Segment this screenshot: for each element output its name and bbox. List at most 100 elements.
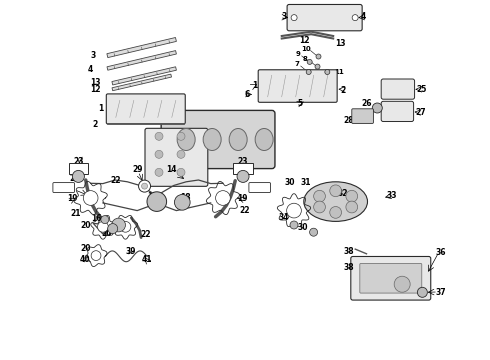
Text: 41: 41	[142, 256, 152, 264]
Circle shape	[112, 218, 125, 232]
Circle shape	[237, 170, 249, 183]
FancyBboxPatch shape	[233, 163, 253, 174]
Circle shape	[394, 276, 410, 292]
Text: 24: 24	[259, 184, 270, 193]
Text: 15: 15	[147, 192, 157, 201]
Text: 22: 22	[141, 230, 151, 239]
Circle shape	[142, 183, 147, 189]
FancyBboxPatch shape	[381, 101, 414, 122]
Text: 1: 1	[98, 104, 103, 113]
FancyBboxPatch shape	[287, 4, 362, 31]
Circle shape	[120, 221, 131, 232]
Circle shape	[139, 180, 150, 192]
Circle shape	[177, 168, 185, 176]
Text: 8: 8	[303, 55, 308, 62]
Text: 27: 27	[415, 108, 426, 117]
Circle shape	[315, 64, 320, 69]
Circle shape	[73, 170, 84, 183]
FancyBboxPatch shape	[381, 79, 415, 99]
FancyBboxPatch shape	[249, 183, 270, 193]
Circle shape	[177, 150, 185, 158]
Circle shape	[314, 201, 325, 213]
Text: 39: 39	[125, 248, 136, 256]
Text: 18: 18	[180, 193, 191, 202]
Circle shape	[155, 168, 163, 176]
Circle shape	[91, 251, 101, 261]
Text: 37: 37	[436, 288, 446, 297]
Circle shape	[352, 15, 358, 21]
Circle shape	[155, 132, 163, 140]
Text: 19: 19	[237, 194, 247, 203]
Ellipse shape	[255, 129, 273, 150]
Text: 26: 26	[361, 99, 372, 108]
Text: 23: 23	[238, 157, 248, 166]
Text: 2: 2	[92, 120, 97, 129]
Text: 38: 38	[343, 248, 354, 256]
Polygon shape	[112, 74, 172, 91]
Text: 23: 23	[73, 157, 84, 166]
Text: 24: 24	[52, 184, 63, 193]
Circle shape	[314, 190, 325, 202]
FancyBboxPatch shape	[352, 109, 373, 123]
Text: 21: 21	[70, 174, 80, 183]
Circle shape	[325, 69, 330, 75]
Text: 35: 35	[410, 277, 421, 286]
Circle shape	[83, 191, 98, 205]
Circle shape	[291, 15, 297, 21]
Circle shape	[310, 228, 318, 236]
Text: 10: 10	[302, 45, 311, 51]
Text: 12: 12	[299, 36, 310, 45]
FancyBboxPatch shape	[258, 70, 337, 102]
Text: 22: 22	[240, 206, 250, 215]
Circle shape	[372, 103, 382, 113]
Text: 36: 36	[436, 248, 446, 257]
Circle shape	[287, 203, 301, 218]
FancyBboxPatch shape	[351, 256, 431, 300]
Text: 4: 4	[88, 65, 93, 74]
Circle shape	[174, 194, 190, 210]
Ellipse shape	[229, 129, 247, 150]
Text: 22: 22	[110, 176, 121, 185]
Text: 30: 30	[297, 223, 308, 232]
Circle shape	[155, 150, 163, 158]
FancyBboxPatch shape	[161, 111, 275, 168]
Text: 20: 20	[80, 244, 91, 253]
Polygon shape	[107, 37, 176, 58]
Text: 28: 28	[343, 116, 354, 125]
Circle shape	[177, 132, 185, 140]
Text: 34: 34	[279, 213, 290, 222]
Circle shape	[108, 224, 118, 234]
Text: 13: 13	[90, 78, 101, 87]
Text: 21: 21	[71, 209, 81, 217]
Text: 30: 30	[285, 179, 295, 188]
Text: 13: 13	[335, 39, 346, 48]
Text: 19: 19	[67, 194, 78, 203]
Text: 1: 1	[252, 81, 257, 90]
Text: 11: 11	[335, 69, 344, 75]
FancyBboxPatch shape	[106, 94, 185, 124]
Text: 16: 16	[91, 215, 101, 223]
Circle shape	[147, 192, 167, 211]
Text: 17: 17	[102, 229, 113, 238]
Text: 12: 12	[90, 85, 101, 94]
Circle shape	[330, 185, 342, 197]
Circle shape	[346, 190, 358, 202]
Text: 25: 25	[416, 85, 427, 94]
Circle shape	[316, 54, 321, 59]
Text: 20: 20	[101, 229, 112, 238]
Circle shape	[330, 207, 342, 218]
Circle shape	[290, 221, 298, 229]
Text: 3: 3	[282, 12, 287, 21]
Text: 4: 4	[361, 12, 366, 21]
Text: 5: 5	[297, 99, 302, 108]
Text: 20: 20	[80, 220, 91, 230]
Circle shape	[307, 59, 312, 64]
Text: 6: 6	[245, 90, 249, 99]
Circle shape	[417, 287, 427, 297]
Circle shape	[346, 201, 358, 213]
Text: 3: 3	[91, 51, 96, 60]
FancyBboxPatch shape	[145, 128, 208, 186]
Ellipse shape	[304, 182, 368, 221]
Polygon shape	[112, 67, 176, 85]
Text: 31: 31	[300, 179, 311, 188]
